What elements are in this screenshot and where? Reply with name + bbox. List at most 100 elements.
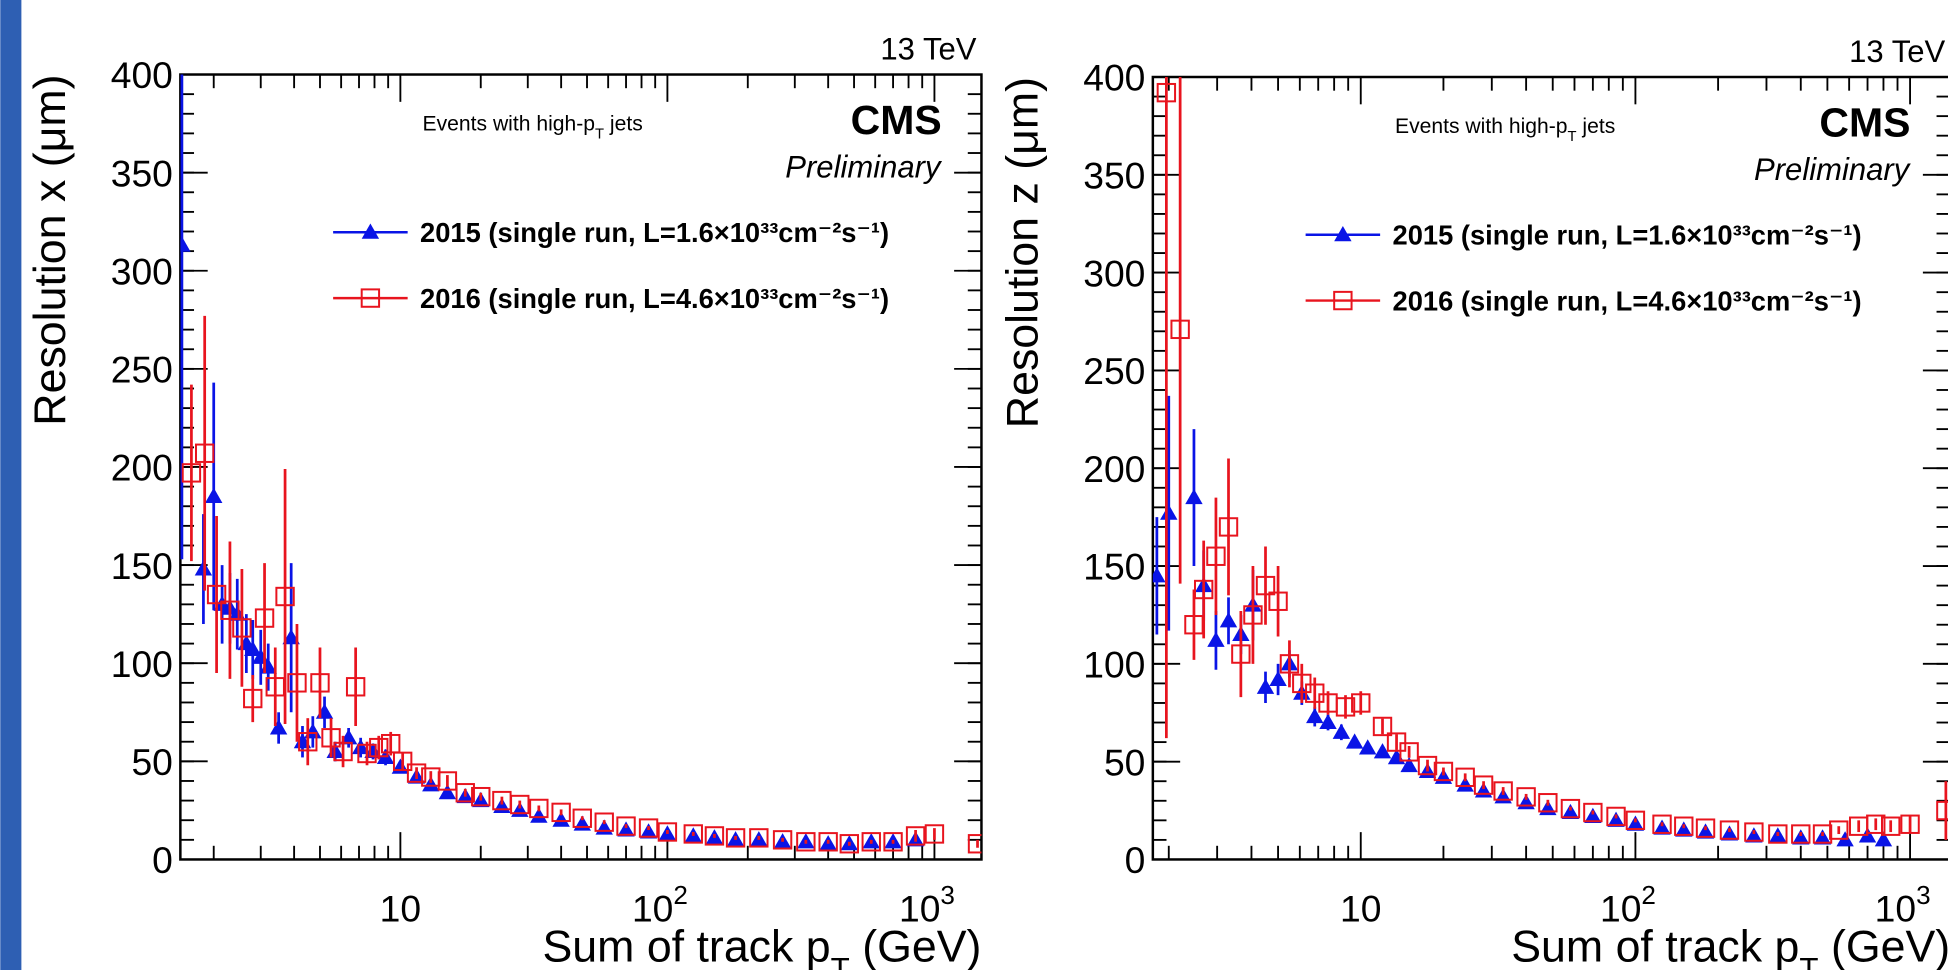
marker-square xyxy=(220,600,240,620)
y-tick-label: 200 xyxy=(111,447,173,489)
status-label: Preliminary xyxy=(785,150,943,185)
window-border xyxy=(0,0,22,970)
x-tick-base: 10 xyxy=(1600,888,1641,930)
y-tick-label: 150 xyxy=(111,545,173,587)
legend-marker xyxy=(1333,290,1353,311)
marker-triangle xyxy=(1345,733,1364,749)
marker-triangle xyxy=(351,738,370,755)
marker-square xyxy=(392,751,413,772)
y-tick-label: 300 xyxy=(1083,252,1145,294)
marker-square xyxy=(1900,814,1920,834)
x-tick-label: 10 xyxy=(1340,888,1381,930)
marker-triangle xyxy=(205,487,223,503)
x-axis-title: Sum of track pT (GeV) xyxy=(542,922,981,970)
marker-square xyxy=(206,584,227,605)
x-tick-exponent: 3 xyxy=(1916,880,1931,910)
marker-square xyxy=(1768,824,1788,844)
x-tick-exponent: 2 xyxy=(1641,880,1656,910)
marker-triangle xyxy=(617,821,635,837)
marker-square xyxy=(471,786,491,807)
marker-square xyxy=(1279,654,1300,674)
marker-triangle xyxy=(1400,756,1418,773)
marker-square xyxy=(1372,716,1393,737)
legend-marker xyxy=(360,288,381,308)
marker-square xyxy=(1292,673,1312,694)
marker-square xyxy=(883,832,903,852)
y-tick-label: 400 xyxy=(111,54,173,96)
data-points xyxy=(180,74,982,854)
marker-square xyxy=(287,673,307,693)
marker-square xyxy=(1193,579,1214,600)
x-tick-label: 102 xyxy=(632,880,688,929)
marker-triangle xyxy=(282,629,300,645)
marker-square xyxy=(310,673,330,693)
marker-square xyxy=(1538,793,1558,813)
marker-square xyxy=(1243,605,1263,625)
y-tick-label: 50 xyxy=(1104,741,1145,783)
y-tick-label: 200 xyxy=(1083,448,1145,490)
marker-square xyxy=(861,832,881,852)
marker-triangle xyxy=(1584,807,1602,823)
marker-square xyxy=(1433,761,1454,782)
marker-square xyxy=(1674,816,1694,836)
x-tick-label: 102 xyxy=(1600,880,1656,929)
energy-label: 13 TeV xyxy=(880,32,976,67)
marker-square xyxy=(1652,814,1672,834)
marker-square xyxy=(181,463,202,483)
x-tick-base: 10 xyxy=(1875,888,1916,930)
energy-label: 13 TeV xyxy=(1849,34,1945,69)
marker-triangle xyxy=(1813,829,1832,845)
marker-square xyxy=(1170,319,1190,340)
marker-square xyxy=(551,802,571,823)
marker-triangle xyxy=(1373,743,1392,759)
x-tick-base: 10 xyxy=(899,888,940,930)
marker-triangle xyxy=(1456,776,1474,792)
y-tick-label: 350 xyxy=(111,152,173,194)
x-axis-title-sub: T xyxy=(1799,951,1818,970)
y-tick-label: 0 xyxy=(1125,839,1146,881)
legend-label: 2016 (single run, L=4.6×10³³cm⁻²s⁻¹) xyxy=(420,283,889,314)
marker-triangle xyxy=(364,742,382,759)
legend-marker xyxy=(1334,226,1352,242)
marker-square xyxy=(1744,822,1764,842)
marker-triangle xyxy=(1607,811,1625,827)
marker-square xyxy=(1231,644,1251,664)
marker-square xyxy=(839,834,860,854)
marker-triangle xyxy=(1792,829,1810,845)
marker-triangle xyxy=(1745,827,1763,843)
y-axis-title: Resolution x (μm) xyxy=(26,75,75,426)
marker-triangle xyxy=(1626,815,1645,831)
marker-square xyxy=(1417,755,1438,776)
marker-square xyxy=(437,771,458,791)
marker-square xyxy=(232,618,252,638)
marker-triangle xyxy=(1185,488,1203,505)
marker-square xyxy=(1606,806,1626,827)
marker-triangle xyxy=(1653,819,1671,835)
marker-square xyxy=(243,688,263,709)
marker-square xyxy=(1881,816,1901,836)
plot-frame xyxy=(179,73,983,861)
marker-square xyxy=(683,824,703,844)
marker-square xyxy=(967,834,982,854)
x-tick-base: 10 xyxy=(380,888,421,930)
marker-triangle xyxy=(1332,723,1351,739)
marker-triangle xyxy=(552,811,570,827)
y-tick-label: 100 xyxy=(1083,644,1145,686)
marker-square xyxy=(1516,787,1536,807)
experiment-label: CMS xyxy=(1819,100,1910,146)
annotation-main: Events with high-p xyxy=(423,112,595,135)
marker-square xyxy=(725,828,746,848)
marker-square xyxy=(772,830,793,850)
legend-label: 2015 (single run, L=1.6×10³³cm⁻²s⁻¹) xyxy=(1393,220,1862,251)
y-tick-label: 0 xyxy=(152,839,173,881)
marker-square xyxy=(796,832,816,852)
x-axis-title: Sum of track pT (GeV) xyxy=(1511,922,1948,970)
marker-square xyxy=(298,732,318,752)
marker-square xyxy=(657,822,678,842)
x-tick-base: 10 xyxy=(1340,888,1381,930)
y-tick-label: 400 xyxy=(1083,57,1145,99)
marker-square xyxy=(1386,732,1407,752)
